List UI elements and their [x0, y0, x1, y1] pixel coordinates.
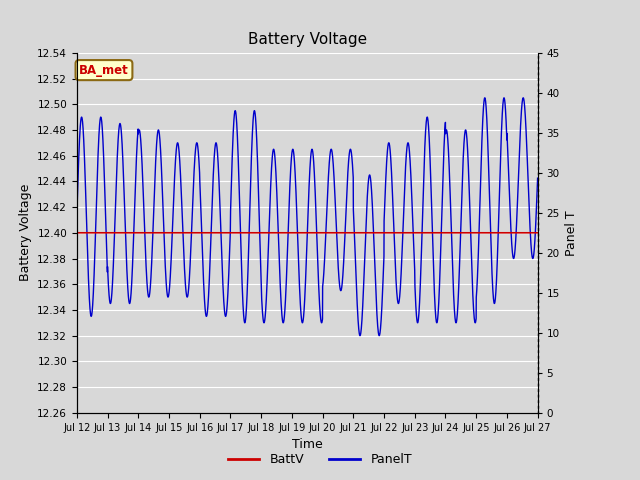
- Y-axis label: Battery Voltage: Battery Voltage: [19, 184, 31, 281]
- Legend: BattV, PanelT: BattV, PanelT: [223, 448, 417, 471]
- Text: BA_met: BA_met: [79, 64, 129, 77]
- Title: Battery Voltage: Battery Voltage: [248, 33, 367, 48]
- X-axis label: Time: Time: [292, 438, 323, 451]
- Y-axis label: Panel T: Panel T: [565, 210, 579, 256]
